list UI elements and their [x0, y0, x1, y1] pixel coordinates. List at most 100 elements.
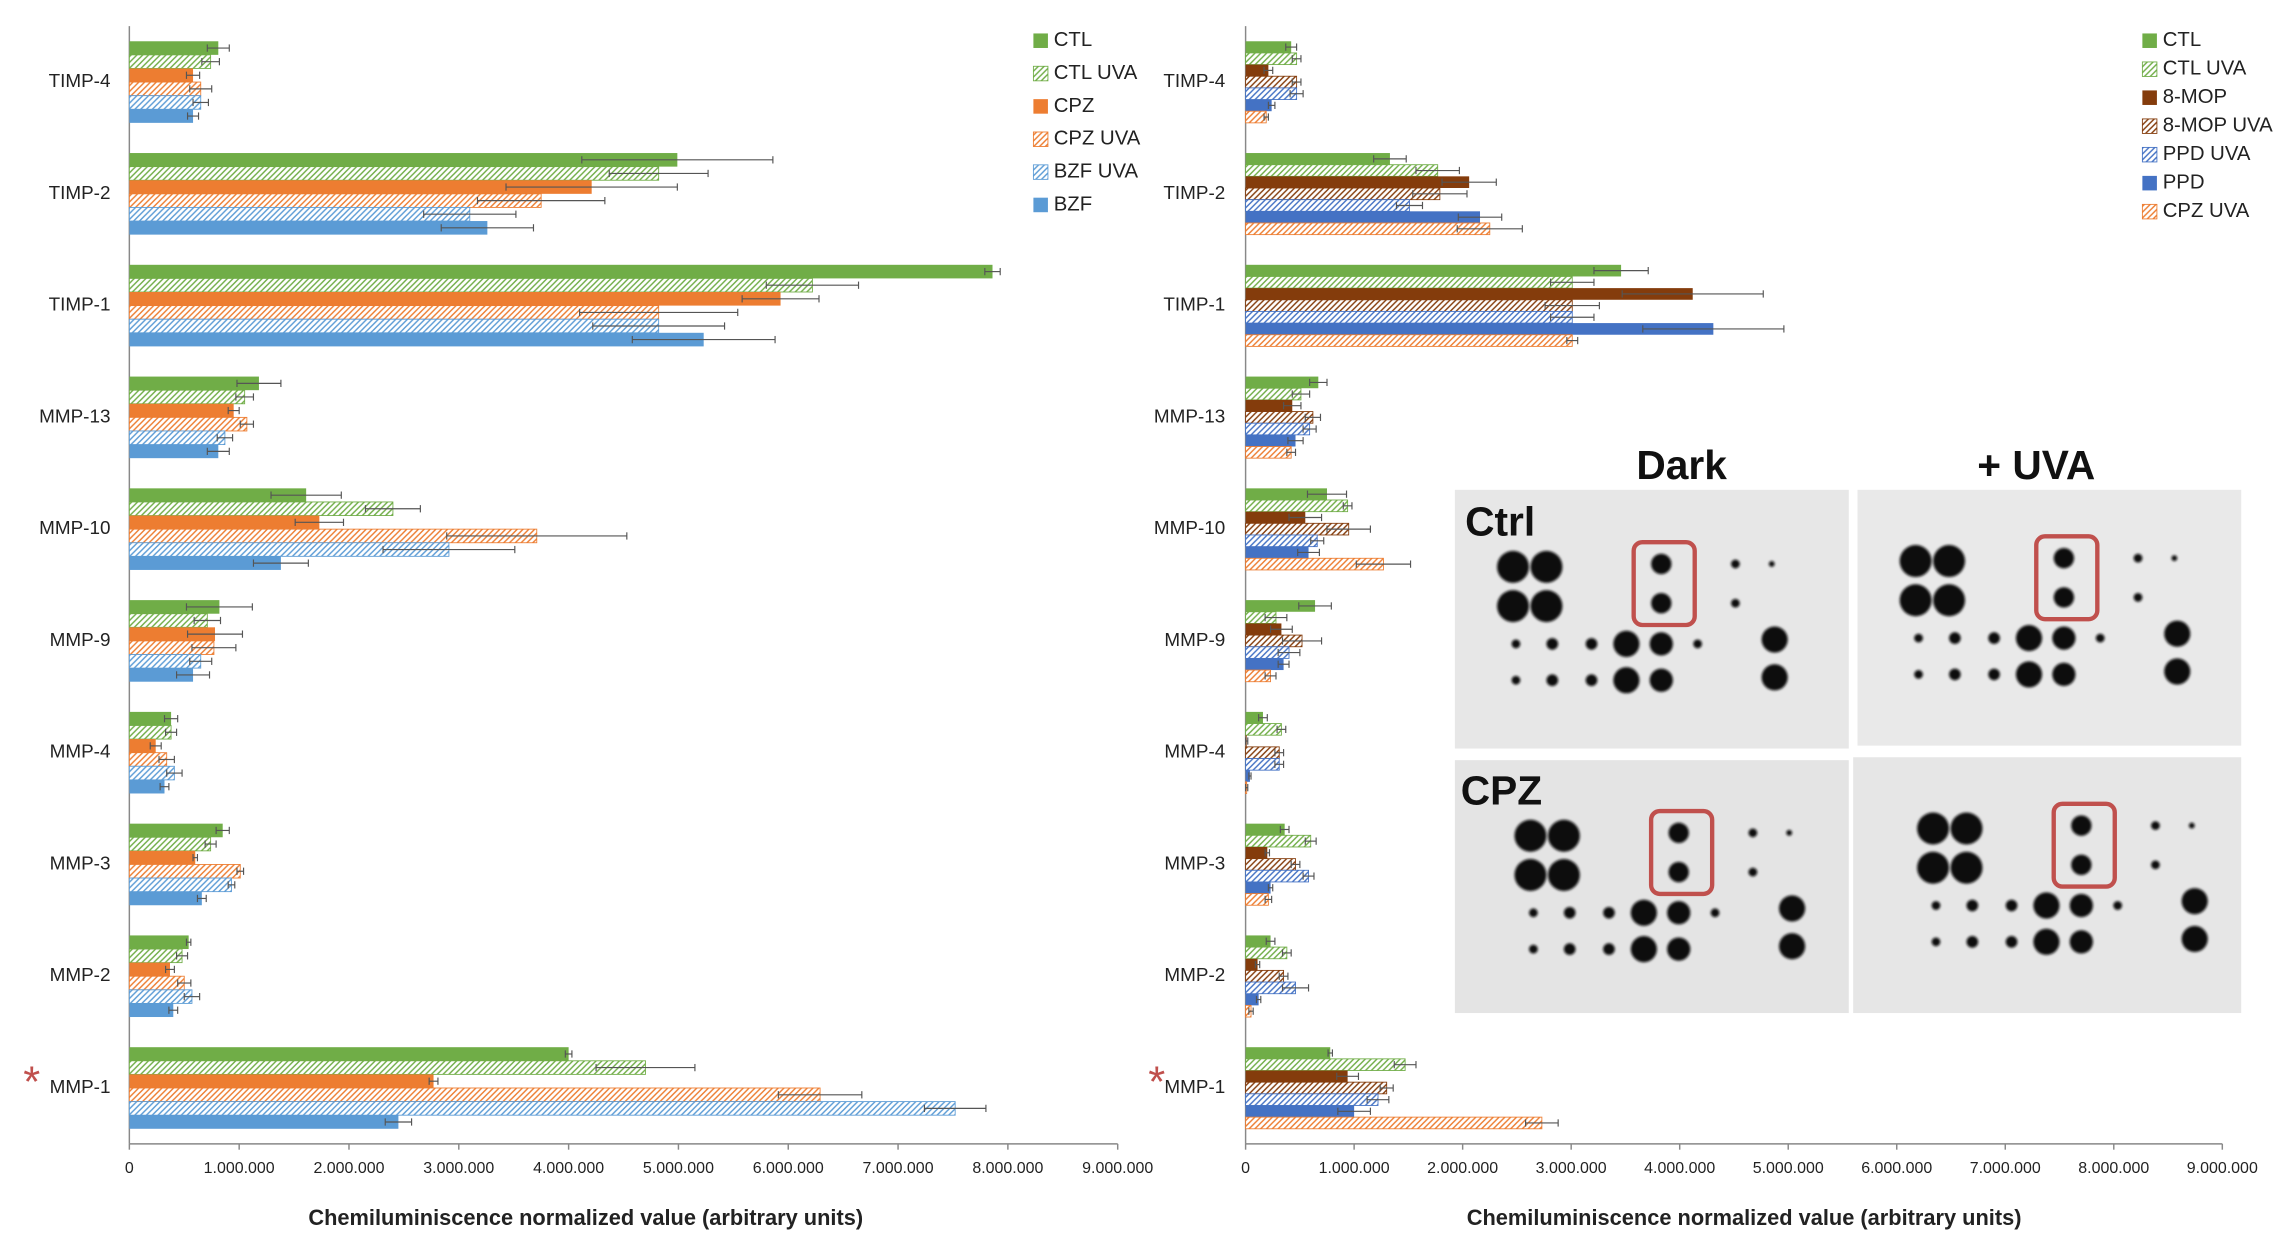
legend-label: PPD — [2163, 172, 2205, 194]
legend-swatch — [1033, 33, 1048, 48]
bar — [129, 1061, 645, 1075]
y-tick-label: MMP-13 — [1154, 406, 1225, 427]
bar — [1246, 1117, 1542, 1129]
blot-dot — [1586, 638, 1598, 650]
bar — [1246, 200, 1410, 212]
blot-dot — [1514, 820, 1546, 852]
bar — [1246, 265, 1621, 277]
y-tick-label: MMP-4 — [1164, 742, 1225, 763]
bar — [129, 445, 218, 459]
bar — [1246, 1047, 1331, 1059]
blot-dot — [1669, 823, 1689, 843]
legend-label: PPD UVA — [2163, 143, 2251, 165]
blot-dot — [1586, 674, 1598, 686]
y-tick-label: MMP-13 — [39, 406, 110, 427]
blot-dot — [2171, 555, 2177, 561]
bar — [129, 278, 812, 292]
page: {"chart_data": [ {"type": "bar", "orient… — [0, 0, 2279, 1242]
x-tick-label: 7.000.000 — [863, 1160, 934, 1177]
blot-dot — [2006, 936, 2018, 948]
bar — [129, 935, 188, 949]
bar — [1246, 747, 1280, 759]
y-tick-label: MMP-10 — [39, 518, 110, 539]
bar — [129, 837, 210, 851]
bar — [129, 851, 195, 865]
blot-dot — [1512, 640, 1521, 649]
bar — [1246, 53, 1297, 65]
legend-swatch — [2142, 176, 2157, 191]
blot-dot — [1613, 667, 1639, 693]
blot-dot — [1779, 895, 1805, 921]
bar — [129, 1003, 173, 1017]
blot-dot — [1762, 664, 1788, 690]
bar — [1246, 176, 1470, 188]
blot-dot — [1762, 626, 1788, 652]
x-tick-label: 2.000.000 — [313, 1160, 384, 1177]
bar — [129, 417, 247, 431]
bar — [1246, 500, 1348, 512]
blot-panel — [1853, 757, 2241, 1013]
bar — [129, 167, 658, 181]
bar — [1246, 835, 1311, 847]
bar — [1246, 759, 1280, 771]
bar — [1246, 276, 1573, 288]
legend-swatch — [2142, 204, 2157, 219]
blot-dot — [1951, 812, 1983, 844]
legend-label: CPZ UVA — [1054, 128, 1141, 150]
bar — [129, 963, 170, 977]
bar — [1246, 882, 1271, 894]
blot-dot — [2052, 626, 2075, 649]
legend-label: CTL — [1054, 29, 1092, 51]
blot-dot — [1949, 669, 1961, 681]
blot-dot — [1693, 640, 1702, 649]
legend-label: CPZ UVA — [2163, 200, 2250, 222]
y-tick-label: MMP-1 — [1164, 1077, 1225, 1098]
bar — [129, 1102, 955, 1116]
bar — [129, 949, 182, 963]
y-tick-label: TIMP-2 — [1163, 183, 1225, 204]
bar — [1246, 300, 1573, 312]
bar — [129, 431, 225, 445]
blot-dot — [1512, 676, 1521, 685]
blot-dot — [1748, 868, 1757, 877]
blot-dot — [2071, 815, 2091, 835]
bar — [1246, 165, 1438, 177]
blot-dot — [1603, 943, 1615, 955]
x-tick-label: 6.000.000 — [1861, 1160, 1932, 1177]
blot-dot — [2182, 926, 2208, 952]
x-tick-label: 5.000.000 — [643, 1160, 714, 1177]
blot-dot — [1651, 554, 1671, 574]
x-tick-label: 0 — [125, 1160, 134, 1177]
blot-dot — [2189, 823, 2195, 829]
bar — [1246, 1094, 1378, 1106]
blot-dot — [2134, 593, 2143, 602]
blot-dot — [1949, 632, 1961, 644]
blot-inset: Dark + UVA Ctrl CPZ — [1446, 436, 2253, 1020]
y-tick-label: TIMP-1 — [49, 295, 111, 316]
blot-dot — [1748, 828, 1757, 837]
blot-dot — [2151, 821, 2160, 830]
bar — [129, 333, 703, 347]
legend-swatch — [1033, 132, 1048, 147]
blot-dot — [1530, 590, 1562, 622]
bar — [129, 1088, 820, 1102]
x-tick-label: 8.000.000 — [972, 1160, 1043, 1177]
x-tick-label: 3.000.000 — [1536, 1160, 1607, 1177]
y-tick-label: TIMP-4 — [49, 71, 111, 92]
legend-label: CTL UVA — [1054, 62, 1138, 84]
y-tick-label: TIMP-4 — [1163, 71, 1225, 92]
blot-dot — [1967, 900, 1979, 912]
legend-swatch — [1033, 66, 1048, 81]
x-tick-label: 8.000.000 — [2078, 1160, 2149, 1177]
blot-dot — [1613, 631, 1639, 657]
bar — [129, 780, 164, 794]
blot-dot — [2151, 860, 2160, 869]
blot-dot — [1711, 908, 1720, 917]
row-label: Ctrl — [1465, 498, 1535, 544]
legend-label: 8-MOP UVA — [2163, 115, 2273, 137]
x-tick-label: 9.000.000 — [2187, 1160, 2258, 1177]
bar — [1246, 111, 1267, 123]
blot-dot — [1529, 908, 1538, 917]
y-tick-label: TIMP-1 — [1163, 295, 1225, 316]
blot-dot — [1650, 669, 1673, 692]
